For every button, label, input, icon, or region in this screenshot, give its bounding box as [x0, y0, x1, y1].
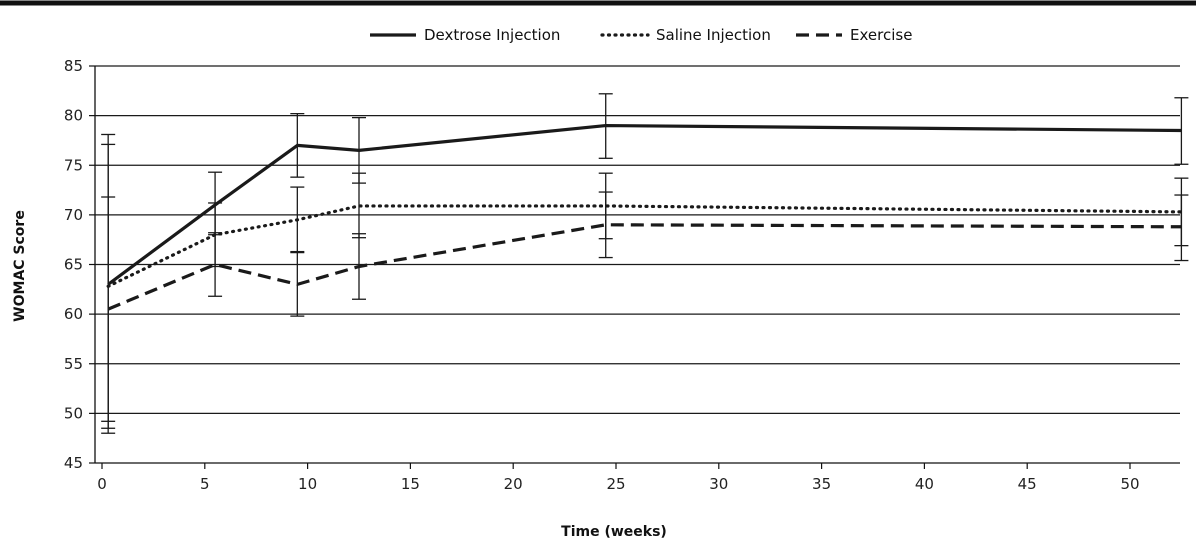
y-axis-title: WOMAC Score [12, 210, 28, 322]
y-tick-label: 70 [64, 206, 83, 224]
x-tick-label: 0 [97, 475, 107, 493]
x-tick-label: 50 [1120, 475, 1139, 493]
legend: Dextrose Injection Saline Injection Exerci… [370, 26, 912, 44]
series-line [107, 223, 1182, 311]
series-line [107, 123, 1182, 286]
legend-item: Dextrose Injection [370, 26, 560, 44]
error-bar [1174, 194, 1189, 262]
x-tick-label: 30 [709, 475, 728, 493]
x-tick-label: 35 [812, 475, 831, 493]
error-bar [598, 191, 613, 259]
legend-label: Dextrose Injection [424, 26, 560, 44]
x-tick-labels: 0 5 10 15 20 25 30 35 40 45 50 [97, 463, 1140, 493]
error-bar [1174, 97, 1189, 165]
x-tick-label: 10 [298, 475, 317, 493]
y-tick-label: 85 [64, 57, 83, 75]
y-tick-label: 45 [64, 454, 83, 472]
series-lines [106, 123, 1184, 311]
gridlines [95, 65, 1180, 414]
x-tick-label: 15 [401, 475, 420, 493]
y-tick-label: 75 [64, 156, 83, 174]
y-tick-label: 50 [64, 404, 83, 422]
legend-label: Exercise [850, 26, 912, 44]
y-tick-label: 65 [64, 256, 83, 274]
x-tick-label: 45 [1018, 475, 1037, 493]
legend-label: Saline Injection [656, 26, 771, 44]
x-tick-label: 5 [200, 475, 210, 493]
x-tick-label: 40 [915, 475, 934, 493]
y-tick-label: 80 [64, 107, 83, 125]
x-tick-label: 25 [606, 475, 625, 493]
y-tick-label: 60 [64, 305, 83, 323]
legend-item: Saline Injection [600, 26, 771, 44]
series-line [106, 204, 1184, 288]
x-tick-label: 20 [504, 475, 523, 493]
y-tick-label: 55 [64, 355, 83, 373]
x-axis-title: Time (weeks) [561, 524, 667, 540]
y-tick-labels: 45 50 55 60 65 70 75 80 85 [64, 57, 95, 472]
legend-item: Exercise [796, 26, 912, 44]
